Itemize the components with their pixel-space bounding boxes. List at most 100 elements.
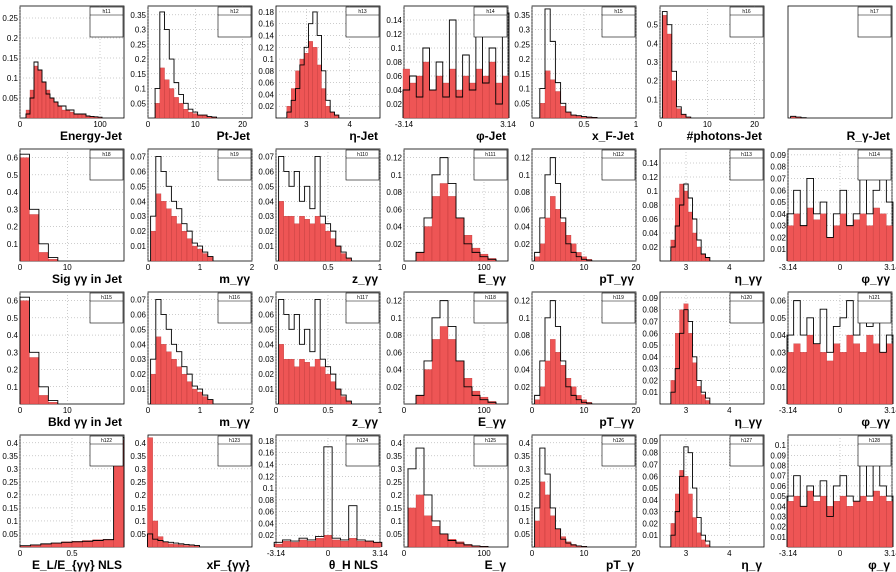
y-tick-label: 0.1 <box>7 517 19 526</box>
histogram-bar <box>819 352 827 405</box>
histogram-outline <box>670 309 711 404</box>
y-tick-label: 0.25 <box>130 40 146 49</box>
histogram-bar <box>666 33 672 119</box>
histogram-name: h17 <box>870 9 879 15</box>
x-tick-label: 4 <box>347 120 352 129</box>
histogram-bar <box>29 214 40 262</box>
histogram-bar <box>157 536 164 548</box>
x-tick-label: 3.14 <box>372 549 388 558</box>
y-tick-label: 0.05 <box>258 325 274 334</box>
histogram-bar <box>839 213 847 262</box>
histogram-bar <box>299 359 305 405</box>
histogram-bar <box>197 391 203 405</box>
y-tick-label: 0.07 <box>770 174 786 183</box>
histogram-svg: 0.01 0.02 0.03 0.04 0.05 0.06 0.07 0.08 0.09 3 4 h1… <box>642 291 765 429</box>
histogram-bar <box>872 490 880 548</box>
x-tick-label: 20 <box>238 120 247 129</box>
x-axis-title: Sig γγ in Jet <box>52 272 122 286</box>
histogram-bar <box>335 388 342 405</box>
histogram-bar <box>348 538 358 548</box>
histogram-bar <box>555 352 561 405</box>
histogram-bar <box>826 237 834 262</box>
stats-box <box>473 292 508 324</box>
y-tick-label: 0.06 <box>642 329 658 338</box>
y-tick-label: 0.14 <box>642 159 658 168</box>
histogram-bar <box>471 247 481 262</box>
x-tick-label: 0 <box>530 406 535 415</box>
histogram-panel: 0.05 0.1 0.15 0.2 0.25 0.3 0.35 0.4 0 0.5 h122 E_L/… <box>0 429 128 572</box>
histogram-bar <box>462 75 470 119</box>
histogram-name: h113 <box>741 152 752 158</box>
y-tick-label: 0.02 <box>642 519 658 528</box>
y-tick-label: 0.1 <box>263 484 275 493</box>
y-tick-label: 0.4 <box>647 39 659 48</box>
histogram-bar <box>299 58 305 119</box>
histogram-bar <box>539 243 546 262</box>
x-tick-label: 20 <box>632 263 641 272</box>
y-tick-label: 0.1 <box>135 517 147 526</box>
histogram-svg: 0.02 0.04 0.06 0.08 0.1 0.12 0 10 20 h112 pT_γγ <box>514 148 641 286</box>
y-tick-label: 0.01 <box>770 383 786 392</box>
y-tick-label: 0.08 <box>386 188 402 197</box>
x-axis-title: Pt-Jet <box>217 129 250 143</box>
y-tick-label: 0.06 <box>258 310 274 319</box>
histogram-bar <box>73 113 79 119</box>
y-tick-label: 0.07 <box>258 152 274 161</box>
y-tick-label: 0.04 <box>386 223 402 232</box>
histogram-bar <box>373 542 382 548</box>
histogram-bar <box>455 541 465 548</box>
x-axis-title: φ_γ <box>868 558 890 572</box>
stats-box <box>857 435 892 467</box>
histogram-bar <box>813 343 821 405</box>
histogram-bar <box>683 190 689 262</box>
histogram-bar <box>40 544 52 548</box>
y-tick-label: 0.3 <box>7 465 19 474</box>
histogram-bar <box>315 538 325 548</box>
y-tick-label: 0.1 <box>519 314 531 323</box>
histogram-outline <box>150 299 214 404</box>
y-tick-label: 0.06 <box>642 472 658 481</box>
histogram-bar <box>299 216 305 262</box>
histogram-bar <box>550 339 556 405</box>
histogram-bar <box>675 197 680 262</box>
x-tick-label: 4 <box>727 263 732 272</box>
y-tick-label: 0.02 <box>258 531 274 540</box>
histogram-bar <box>202 396 208 405</box>
histogram-bar <box>304 362 310 405</box>
histogram-bar <box>819 213 827 262</box>
histogram-bar <box>331 539 341 548</box>
histogram-bar <box>320 223 326 262</box>
stats-box <box>601 149 636 181</box>
histogram-bar <box>469 82 477 119</box>
x-axis-title: z_γγ <box>352 415 378 429</box>
x-tick-label: 0 <box>326 549 331 558</box>
stats-box <box>601 435 636 467</box>
histogram-outline <box>539 8 598 118</box>
histogram-name: h121 <box>869 295 880 301</box>
histogram-svg: 0.05 0.1 0.15 0.2 0.25 0 100 h11 Energy-Jet <box>2 5 125 143</box>
histogram-bar <box>152 520 159 548</box>
y-tick-label: 0.3 <box>135 26 147 35</box>
histogram-name: h19 <box>230 152 239 158</box>
histogram-bar <box>439 183 449 262</box>
stats-box <box>473 6 508 38</box>
histogram-bar <box>207 256 214 262</box>
histogram-bar <box>455 217 465 262</box>
histogram-bar <box>103 539 114 548</box>
x-axis-title: xF_{γγ} <box>207 558 251 572</box>
histogram-bar <box>853 501 861 548</box>
x-tick-label: 10 <box>580 549 589 558</box>
y-tick-label: 0.05 <box>770 492 786 501</box>
histogram-outline <box>150 156 214 261</box>
histogram-svg: 0.05 0.1 0.15 0.2 0.25 0.3 0.35 0.4 0 10 20 h126 pT_… <box>514 434 641 572</box>
histogram-bar <box>463 378 473 405</box>
histogram-bar <box>29 357 40 405</box>
histogram-svg: 0.05 0.1 0.15 0.2 0.25 0.3 0.35 0.4 0 100 h125 E_γ <box>386 434 509 572</box>
y-tick-label: 0.05 <box>2 530 18 539</box>
histogram-bar <box>463 235 473 262</box>
y-tick-label: 0.09 <box>770 451 786 460</box>
y-tick-label: 0.2 <box>647 77 659 86</box>
histogram-panel: 0.02 0.04 0.06 0.08 0.1 0.12 0 100 h118 E_γγ <box>384 286 512 429</box>
histogram-bar <box>288 216 295 262</box>
x-axis-title: z_γγ <box>352 272 378 286</box>
